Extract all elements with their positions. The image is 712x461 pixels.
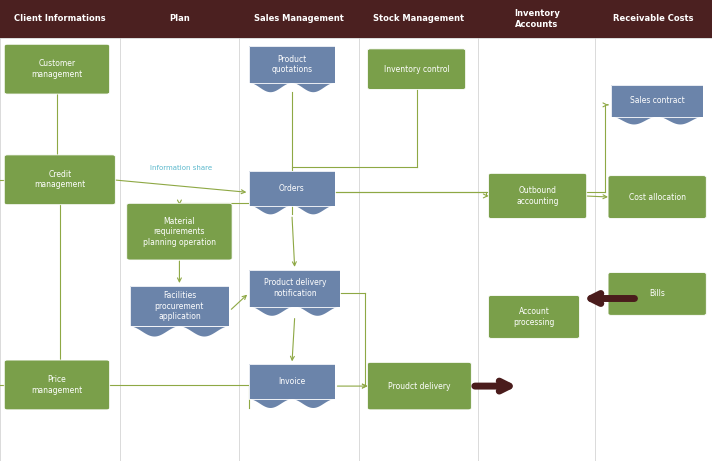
Bar	[249, 270, 340, 307]
Text: Plan: Plan	[169, 14, 190, 24]
Bar	[0, 0, 712, 38]
Text: Inventory
Accounts: Inventory Accounts	[514, 9, 560, 29]
Bar	[130, 286, 229, 326]
Text: Sales contract: Sales contract	[630, 96, 684, 106]
Text: Bills: Bills	[649, 290, 665, 298]
Bar	[249, 171, 335, 206]
Polygon shape	[249, 83, 335, 92]
Text: Product delivery
notification: Product delivery notification	[263, 278, 326, 298]
Text: Orders: Orders	[279, 183, 305, 193]
Text: Outbound
accounting: Outbound accounting	[516, 186, 559, 206]
Bar	[249, 46, 335, 83]
Polygon shape	[249, 206, 335, 214]
Bar	[611, 85, 703, 117]
Text: Inventory control: Inventory control	[384, 65, 449, 74]
Text: Product
quotations: Product quotations	[271, 55, 313, 74]
Polygon shape	[611, 117, 703, 124]
Polygon shape	[249, 307, 340, 316]
Bar	[249, 46, 335, 83]
FancyBboxPatch shape	[488, 296, 580, 338]
FancyBboxPatch shape	[4, 360, 110, 410]
Text: Client Informations: Client Informations	[14, 14, 105, 24]
FancyBboxPatch shape	[4, 44, 110, 94]
Text: Facilities
procurement
application: Facilities procurement application	[155, 291, 204, 321]
Polygon shape	[249, 399, 335, 408]
Text: Credit
management: Credit management	[34, 170, 85, 189]
FancyBboxPatch shape	[4, 155, 115, 205]
Text: Account
processing: Account processing	[513, 307, 555, 327]
Text: Stock Management: Stock Management	[373, 14, 464, 24]
Text: Sales Management: Sales Management	[254, 14, 344, 24]
Bar	[249, 171, 335, 206]
Text: Material
requirements
planning operation: Material requirements planning operation	[143, 217, 216, 247]
Text: Invoice: Invoice	[278, 377, 305, 386]
FancyBboxPatch shape	[367, 362, 471, 410]
Text: Cost allocation: Cost allocation	[629, 193, 686, 201]
Text: Customer
management: Customer management	[31, 59, 83, 79]
Polygon shape	[130, 326, 229, 337]
Bar	[611, 85, 703, 117]
Bar	[249, 364, 335, 399]
Text: Proudct delivery: Proudct delivery	[388, 382, 451, 390]
FancyBboxPatch shape	[367, 49, 466, 89]
FancyBboxPatch shape	[608, 176, 706, 219]
Text: Price
management: Price management	[31, 375, 83, 395]
FancyBboxPatch shape	[488, 173, 587, 219]
FancyBboxPatch shape	[608, 272, 706, 315]
FancyBboxPatch shape	[127, 203, 232, 260]
Bar	[249, 270, 340, 307]
Text: Receivable Costs: Receivable Costs	[613, 14, 694, 24]
Bar	[130, 286, 229, 326]
Bar	[249, 364, 335, 399]
Text: Information share: Information share	[150, 165, 212, 171]
